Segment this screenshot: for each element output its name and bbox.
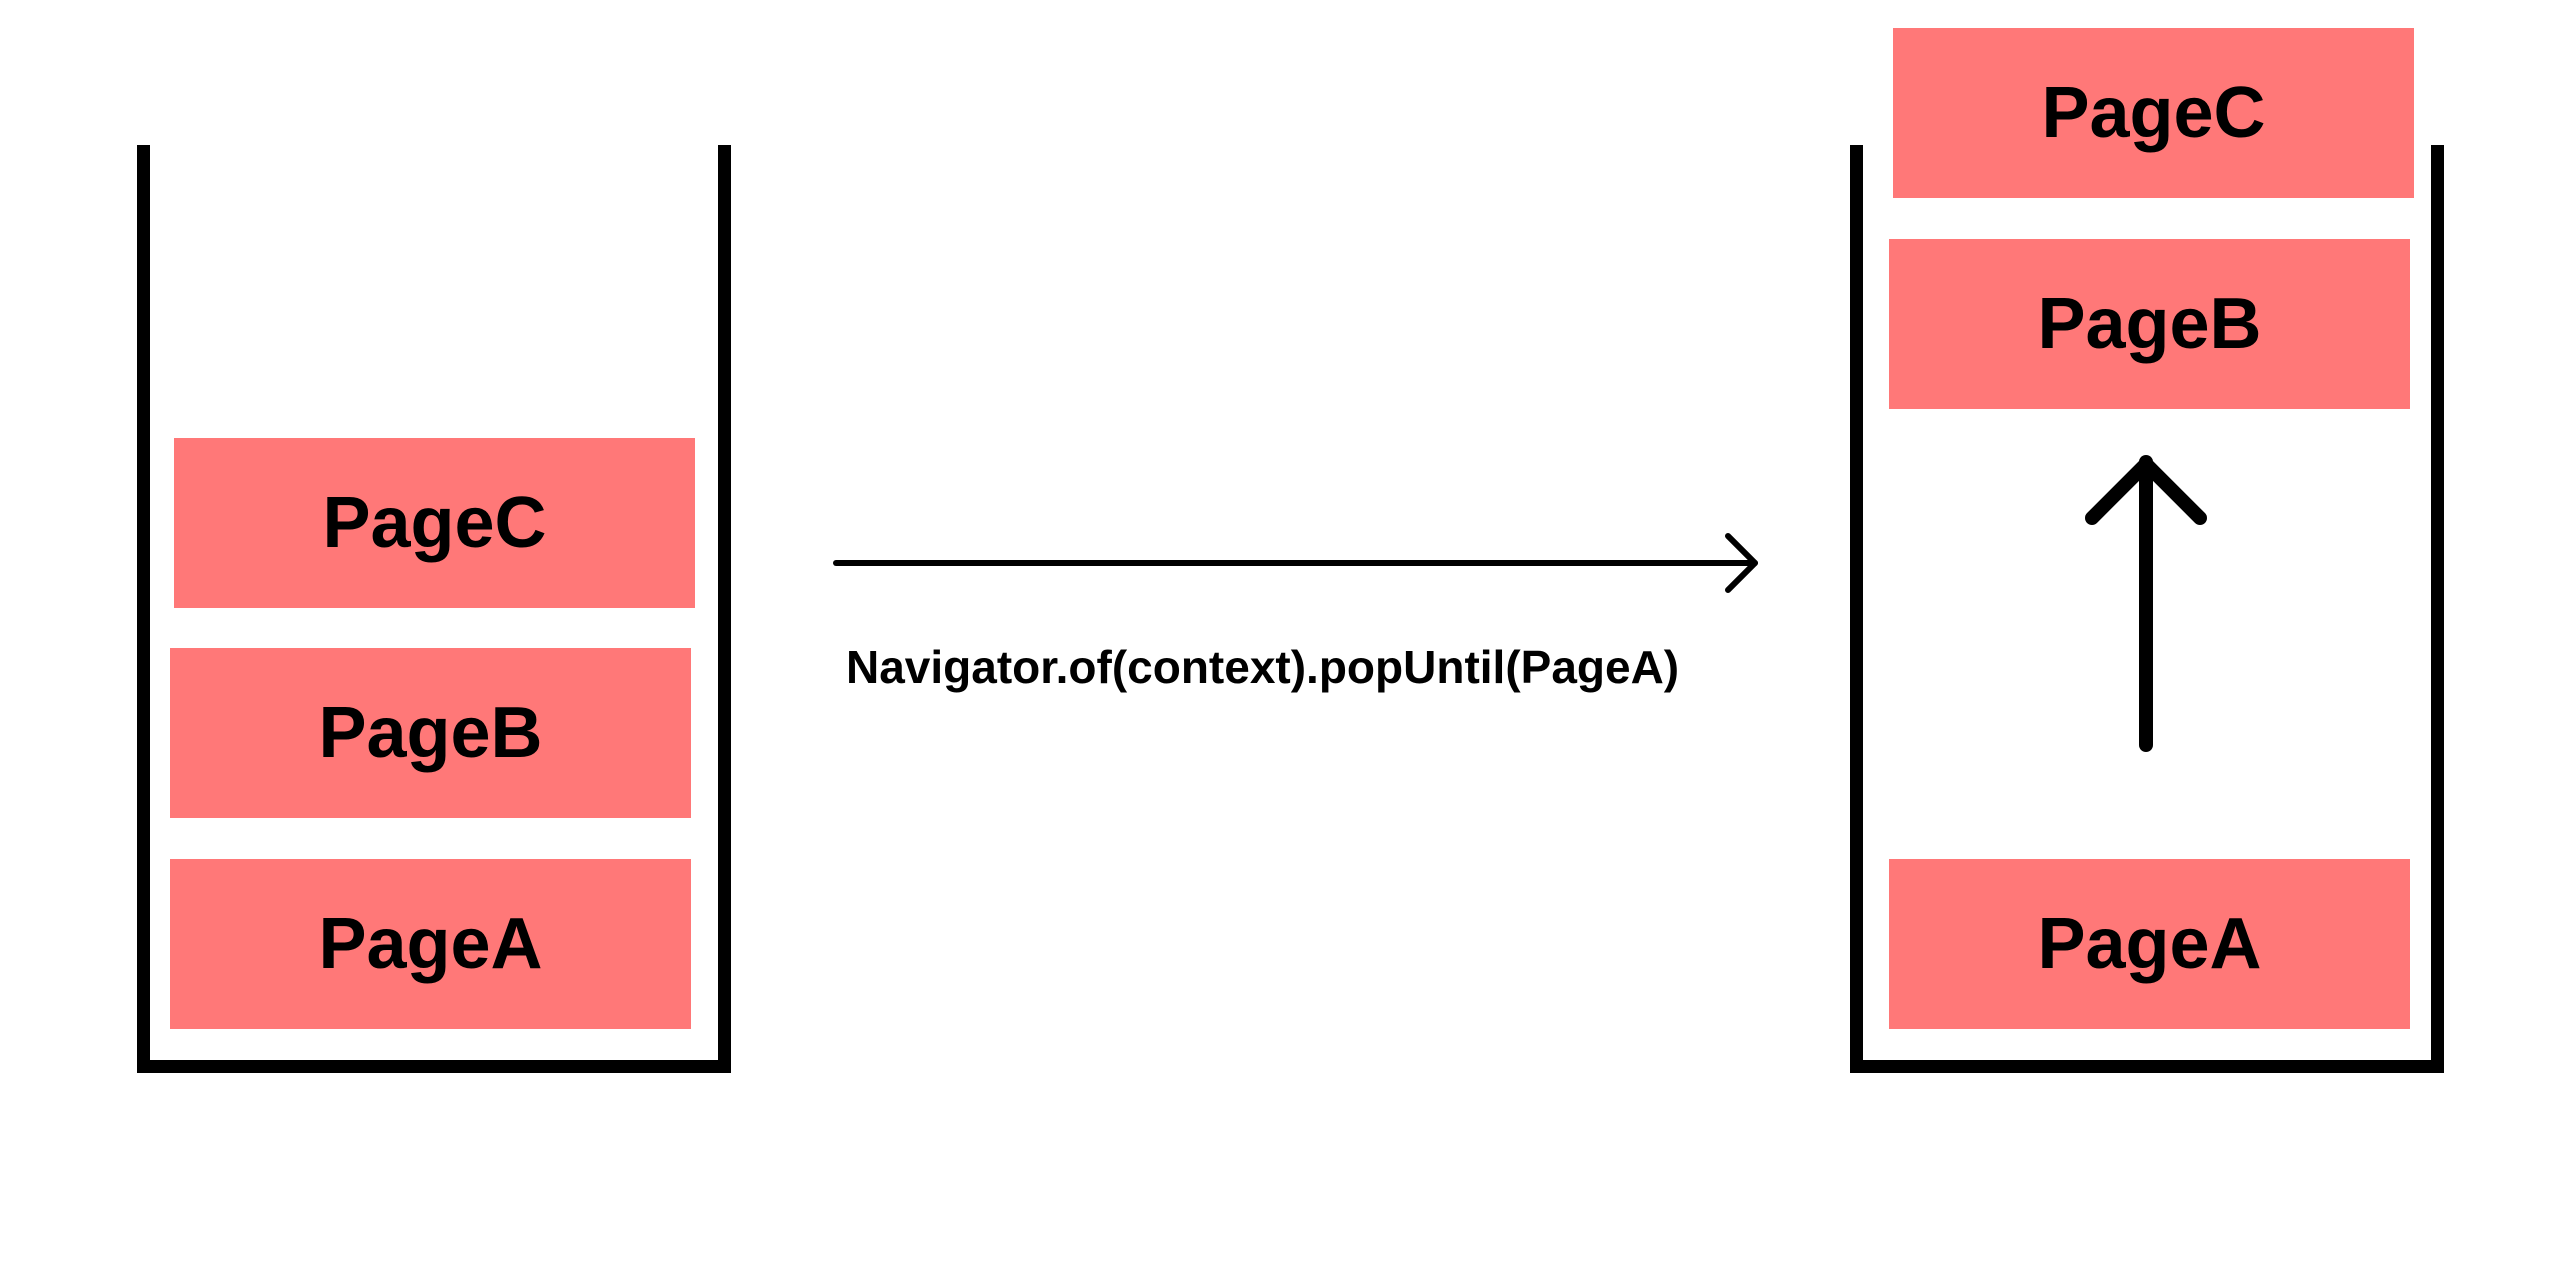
left-stack-page-a: PageA (170, 859, 691, 1029)
right-stack-page-a: PageA (1889, 859, 2410, 1029)
right-stack-container (1850, 145, 2444, 1073)
transition-arrow (833, 533, 1758, 593)
left-stack-page-b: PageB (170, 648, 691, 818)
left-stack-page-c: PageC (174, 438, 695, 608)
transition-label: Navigator.of(context).popUntil(PageA) (846, 641, 1680, 693)
right-stack-page-c-popped: PageC (1893, 28, 2414, 198)
left-stack-container (137, 145, 731, 1073)
right-stack-page-b-popped: PageB (1889, 239, 2410, 409)
